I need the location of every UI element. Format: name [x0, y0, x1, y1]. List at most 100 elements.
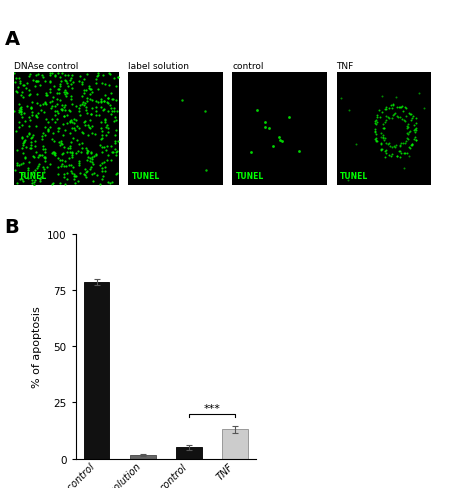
Point [382, 103, 389, 111]
Point [48, 136, 55, 143]
Point [396, 114, 404, 122]
Point [48, 116, 56, 123]
Point [41, 155, 48, 163]
Point [85, 83, 92, 91]
Point [47, 105, 55, 113]
Point [41, 146, 48, 154]
Point [25, 131, 33, 139]
Point [83, 109, 91, 117]
Point [388, 102, 395, 110]
Point [372, 137, 380, 145]
Point [406, 111, 414, 119]
Point [26, 92, 33, 100]
Point [64, 72, 72, 80]
Point [392, 94, 400, 102]
Point [28, 134, 36, 142]
Point [109, 96, 117, 103]
Point [38, 136, 46, 144]
Point [46, 124, 54, 132]
Bar [130, 455, 155, 459]
Point [88, 154, 96, 162]
Point [60, 174, 68, 182]
Text: TUNEL: TUNEL [340, 172, 369, 181]
Point [371, 129, 379, 137]
Point [412, 125, 420, 133]
Point [100, 159, 108, 167]
Point [22, 144, 30, 152]
Point [102, 132, 109, 140]
Point [397, 103, 405, 111]
Point [55, 155, 62, 163]
Point [410, 122, 418, 130]
Point [380, 125, 388, 133]
Point [11, 166, 18, 174]
Point [28, 180, 36, 187]
Point [40, 109, 48, 117]
Point [101, 164, 109, 172]
Point [109, 149, 117, 157]
Point [377, 130, 384, 138]
Point [86, 165, 93, 173]
Point [19, 160, 27, 167]
Point [61, 86, 69, 94]
Point [396, 154, 403, 162]
Point [88, 170, 95, 178]
Point [39, 146, 47, 154]
Point [80, 89, 88, 97]
Point [405, 110, 413, 118]
Text: TUNEL: TUNEL [18, 172, 46, 181]
Point [373, 131, 380, 139]
Point [275, 134, 283, 142]
Point [86, 96, 94, 104]
Point [20, 139, 27, 147]
Point [381, 119, 389, 126]
Point [48, 70, 56, 78]
Point [32, 143, 39, 151]
Point [99, 173, 107, 181]
Point [94, 86, 102, 94]
Point [84, 147, 91, 155]
Point [11, 79, 18, 87]
Point [76, 112, 84, 120]
Point [391, 111, 398, 119]
Point [26, 87, 33, 95]
Point [18, 92, 25, 100]
Point [55, 127, 62, 135]
Point [262, 119, 269, 127]
Point [96, 181, 103, 188]
Point [400, 164, 408, 172]
Point [83, 147, 91, 155]
Point [58, 157, 65, 164]
Point [57, 140, 65, 148]
Point [295, 148, 303, 156]
Point [72, 127, 79, 135]
Point [402, 105, 410, 113]
Point [372, 126, 379, 134]
Point [396, 104, 404, 112]
Point [88, 104, 96, 112]
Point [46, 161, 54, 168]
Point [82, 174, 90, 182]
Point [110, 105, 118, 113]
Point [46, 72, 54, 80]
Point [108, 179, 116, 187]
Point [408, 142, 416, 150]
Point [396, 143, 403, 151]
Point [45, 119, 52, 126]
Point [373, 135, 380, 143]
Point [30, 182, 37, 189]
Point [68, 170, 75, 178]
Point [103, 99, 111, 106]
Point [75, 157, 82, 165]
Point [92, 80, 100, 87]
Point [87, 150, 94, 158]
Point [82, 149, 90, 157]
Point [278, 138, 286, 145]
Point [53, 96, 60, 104]
Point [70, 120, 78, 128]
Point [27, 104, 35, 112]
Point [101, 168, 109, 176]
Point [261, 124, 269, 132]
Point [69, 154, 76, 162]
Point [86, 155, 94, 163]
